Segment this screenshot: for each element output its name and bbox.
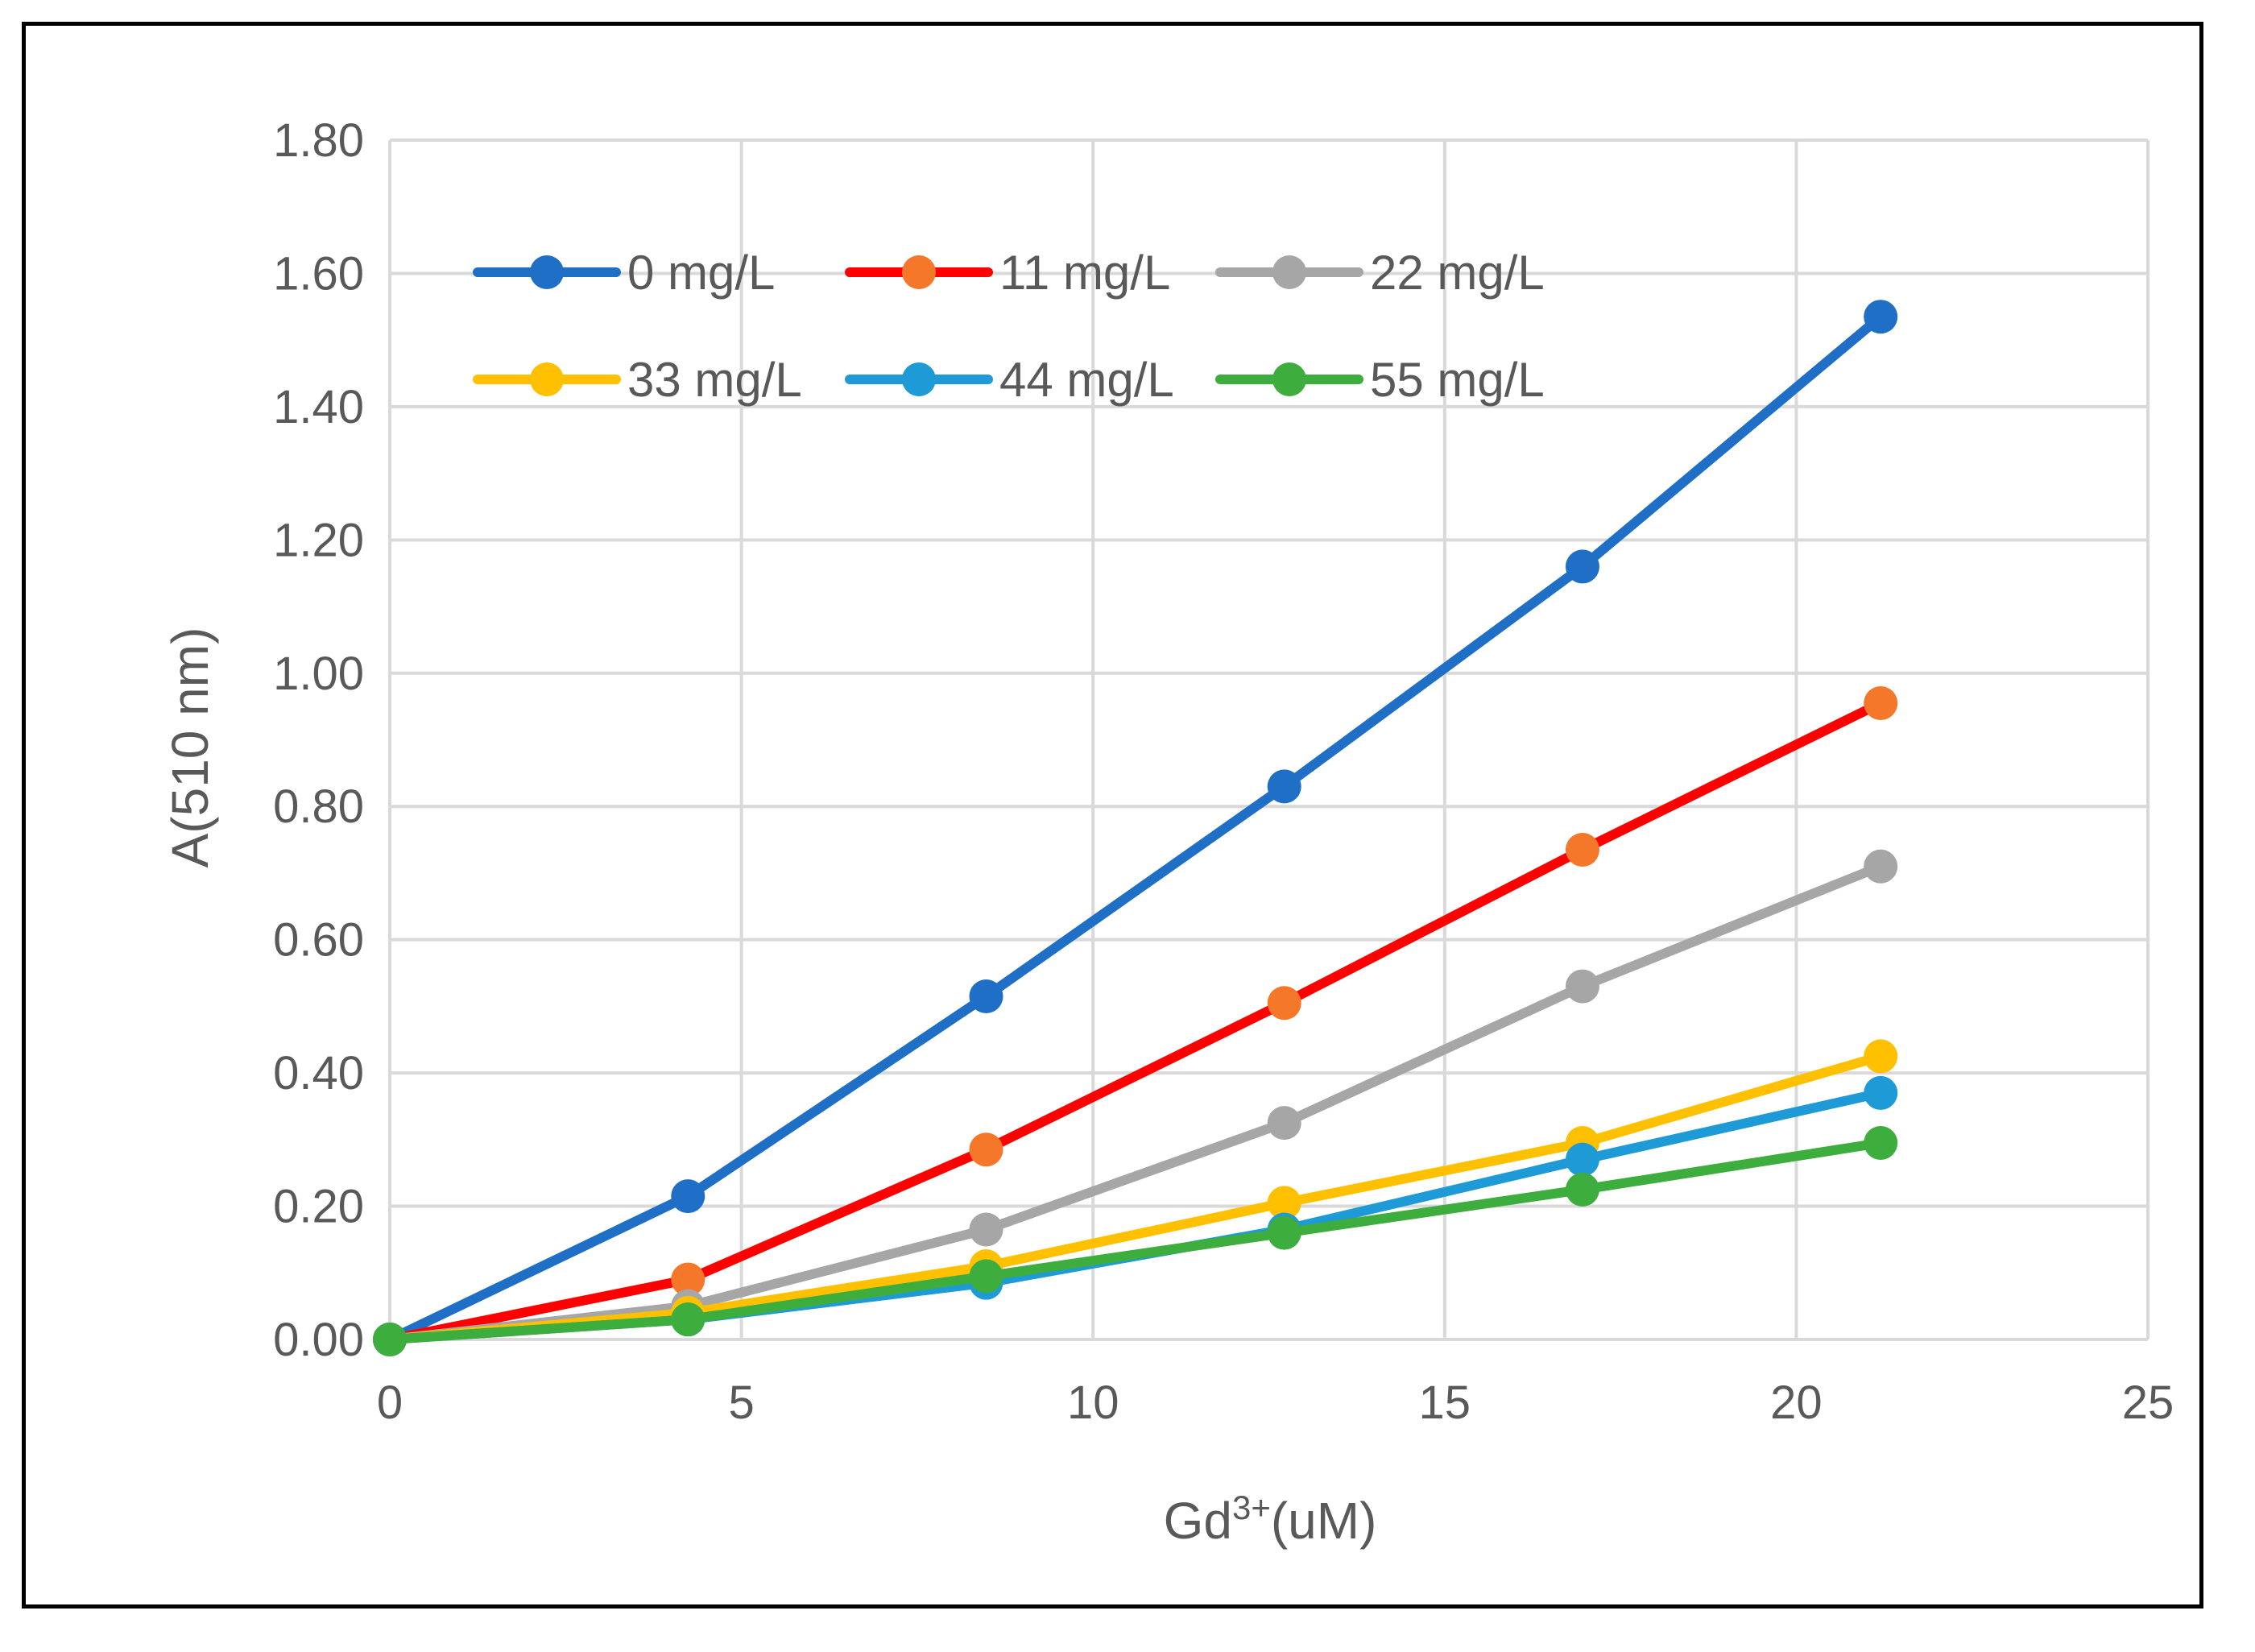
legend-entry: 0 mg/L	[473, 246, 775, 300]
data-point	[1864, 849, 1898, 884]
y-tick-label: 1.40	[273, 381, 364, 433]
legend-marker	[530, 255, 564, 289]
series-line	[385, 698, 1886, 1344]
data-point	[1565, 969, 1599, 1004]
data-point	[1864, 1039, 1898, 1074]
x-tick-label: 5	[728, 1377, 754, 1429]
data-point	[1864, 300, 1898, 334]
x-tick-label: 15	[1419, 1377, 1471, 1429]
y-tick-label: 1.00	[273, 648, 364, 700]
data-point	[969, 1259, 1003, 1294]
data-point	[1267, 986, 1301, 1021]
data-point	[671, 1262, 705, 1297]
series-line	[385, 1051, 1886, 1344]
y-tick-label: 0.40	[273, 1047, 364, 1099]
legend-entry: 33 mg/L	[473, 353, 802, 407]
data-point	[1565, 1172, 1599, 1207]
data-point	[1864, 1075, 1898, 1110]
series-group	[373, 300, 1898, 1356]
x-tick-label: 10	[1067, 1377, 1119, 1429]
series-3	[373, 1039, 1898, 1356]
y-axis-ticks: 0.00 0.20 0.40 0.60 0.80 1.00 1.20 1.40 1.60 1.80	[273, 114, 364, 1366]
series-line	[385, 1137, 1886, 1344]
legend-label: 33 mg/L	[627, 353, 802, 407]
x-tick-label: 0	[377, 1377, 403, 1429]
series-line	[385, 861, 1886, 1344]
legend-marker	[902, 255, 936, 289]
x-tick-label: 25	[2122, 1377, 2174, 1429]
x-axis-title-base: Gd	[1164, 1492, 1232, 1550]
x-tick-label: 20	[1770, 1377, 1823, 1429]
data-point	[671, 1179, 705, 1214]
y-axis-title: A(510 nm)	[161, 627, 219, 868]
x-axis-title-superscript: 3+	[1232, 1488, 1271, 1526]
data-point	[969, 979, 1003, 1013]
series-0	[373, 300, 1898, 1356]
data-point	[1864, 1125, 1898, 1160]
data-point	[1565, 832, 1599, 867]
data-point	[1267, 1215, 1301, 1250]
data-point	[1267, 1186, 1301, 1220]
y-tick-label: 1.20	[273, 514, 364, 566]
legend-entry: 11 mg/L	[845, 246, 1170, 300]
data-point	[373, 1323, 407, 1356]
data-point	[969, 1212, 1003, 1247]
data-point	[1864, 686, 1898, 721]
y-tick-label: 0.20	[273, 1181, 364, 1233]
x-axis-title-suffix: (uM)	[1271, 1492, 1377, 1550]
legend-entry: 22 mg/L	[1215, 246, 1545, 300]
y-tick-label: 1.60	[273, 247, 364, 300]
legend-label: 0 mg/L	[627, 246, 775, 300]
data-point	[671, 1302, 705, 1337]
legend-label: 22 mg/L	[1370, 246, 1545, 300]
x-axis-ticks: 0 5 10 15 20 25	[377, 1377, 2174, 1429]
y-tick-label: 1.80	[273, 114, 364, 167]
y-tick-label: 0.60	[273, 914, 364, 967]
series-5	[373, 1125, 1898, 1356]
data-point	[969, 1132, 1003, 1167]
y-tick-label: 0.80	[273, 780, 364, 833]
series-2	[373, 849, 1898, 1356]
data-point	[1267, 1106, 1301, 1141]
x-axis-title: Gd3+(uM)	[1164, 1488, 1377, 1550]
legend-label: 55 mg/L	[1370, 353, 1545, 407]
legend-marker	[1272, 255, 1306, 289]
data-point	[1267, 769, 1301, 804]
legend-label: 11 mg/L	[999, 246, 1170, 300]
legend-label: 44 mg/L	[999, 353, 1174, 407]
series-line	[385, 312, 1886, 1344]
data-point	[1565, 549, 1599, 584]
y-tick-label: 0.00	[273, 1314, 364, 1366]
legend-marker	[1272, 362, 1306, 396]
legend-entry: 44 mg/L	[845, 353, 1174, 407]
legend-marker	[902, 362, 936, 396]
legend-entry: 55 mg/L	[1215, 353, 1545, 407]
data-point	[1565, 1142, 1599, 1177]
series-line	[385, 1087, 1886, 1344]
legend: 0 mg/L 11 mg/L 22 mg/L 33 mg/L 44 mg/L 55 mg/…	[473, 246, 1545, 407]
legend-marker	[530, 362, 564, 396]
